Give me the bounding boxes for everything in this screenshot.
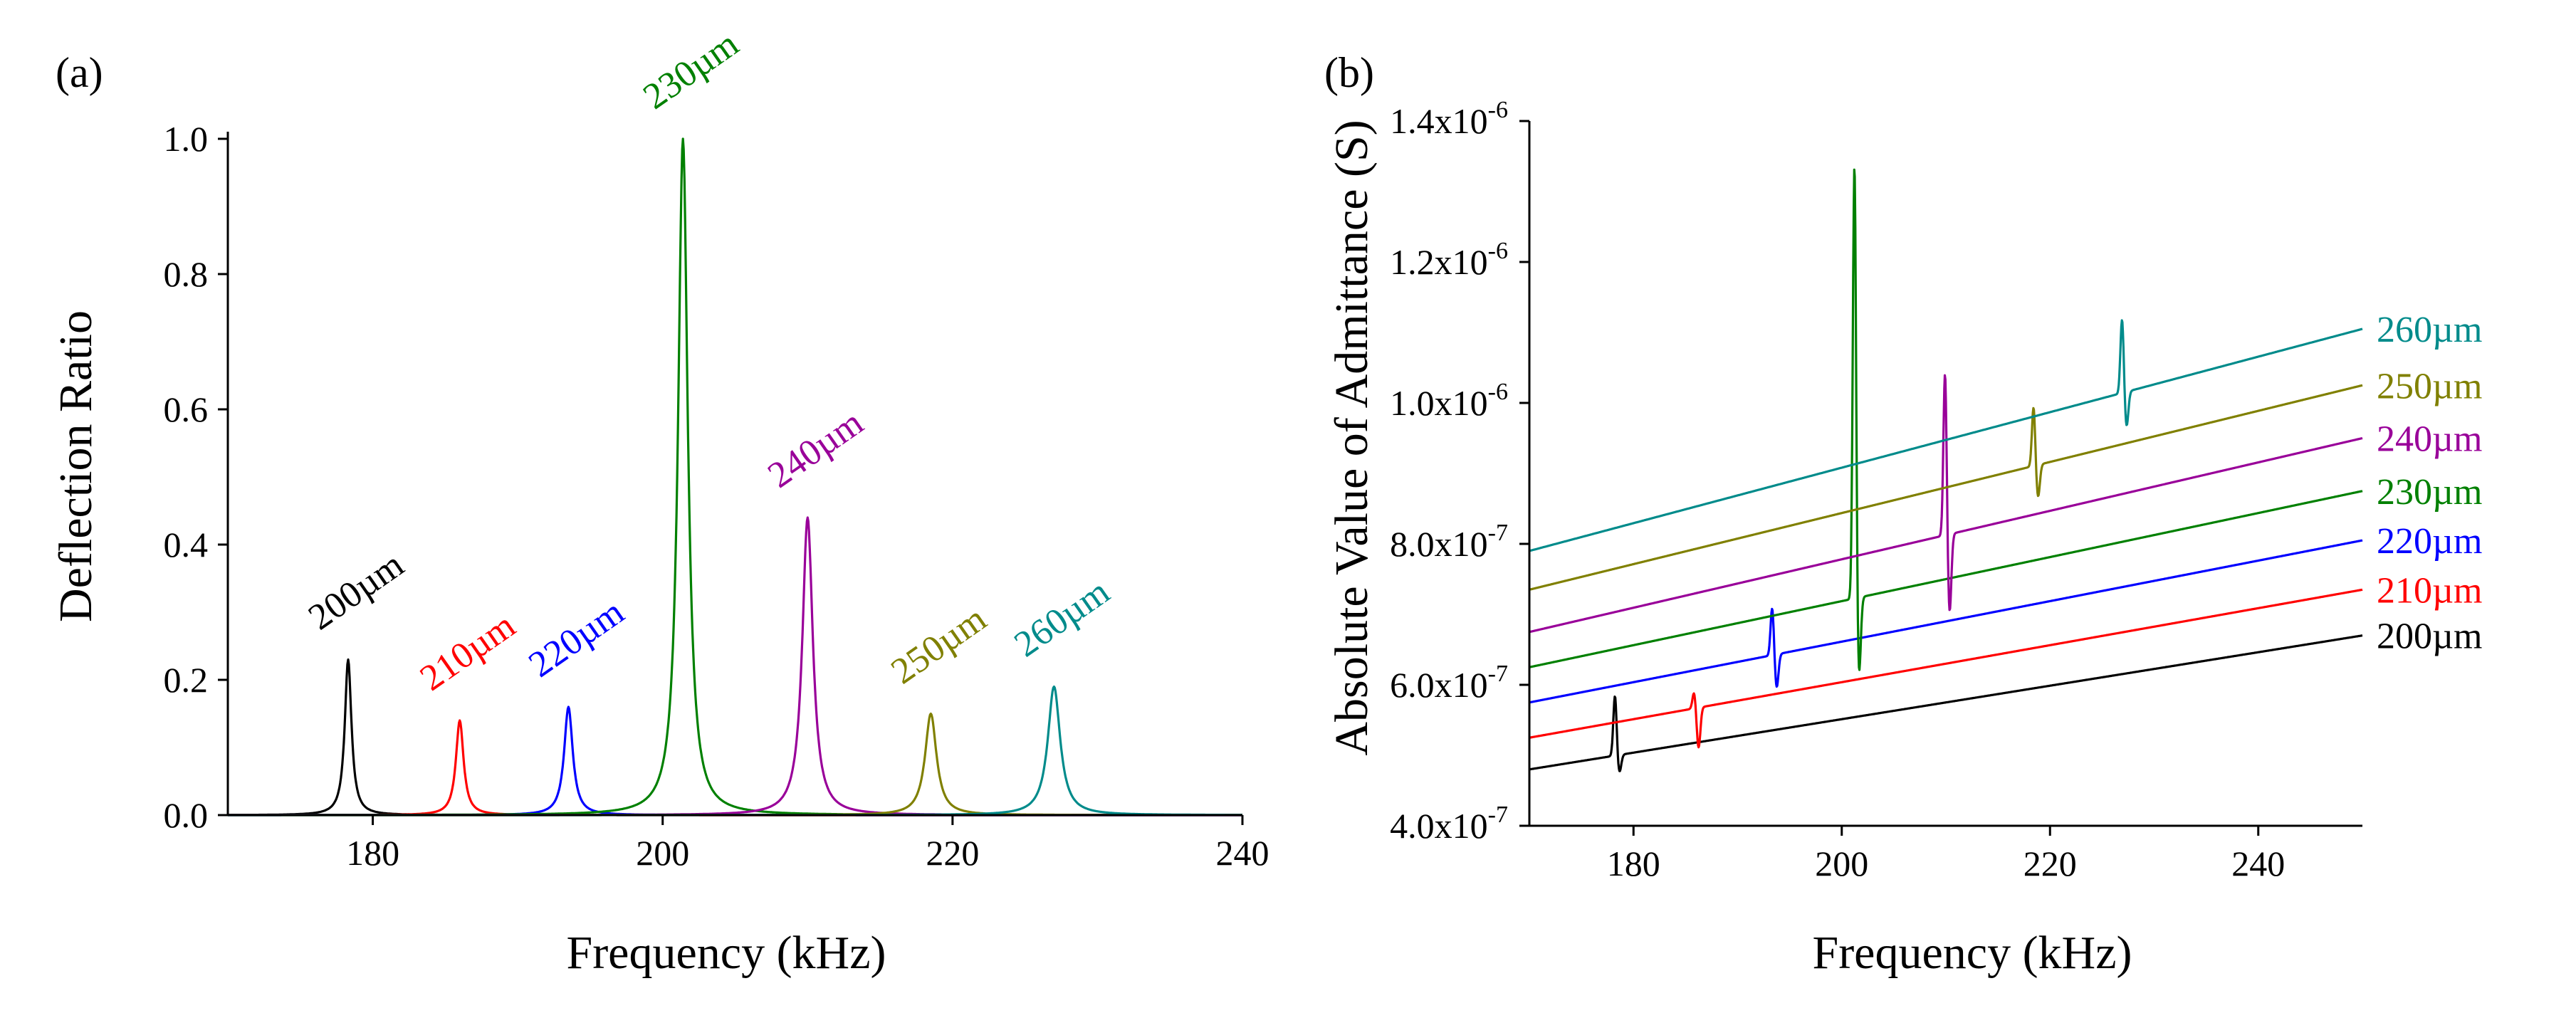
panel-b-y-tick-label: 4.0x10-7 xyxy=(1390,802,1508,846)
series-label-240m: 240µm xyxy=(2377,419,2482,460)
panel-b-y-tick-label: 6.0x10-7 xyxy=(1390,661,1508,705)
panel-a-x-tick-label: 240 xyxy=(1216,833,1269,873)
series-line-250m xyxy=(227,712,1243,817)
series-line-240m xyxy=(1529,374,2363,634)
series-line-260m xyxy=(227,685,1243,817)
series-label-230m: 230µm xyxy=(2377,472,2482,513)
panel-b-x-axis-title: Frequency (kHz) xyxy=(1813,927,2132,979)
series-line-220m xyxy=(227,705,1243,817)
panel-b-x-tick-label: 180 xyxy=(1607,844,1660,883)
panel-b-y-tick-label: 1.4x10-6 xyxy=(1390,97,1508,141)
panel-a-x-tick-label: 180 xyxy=(346,833,399,873)
panel-b-x-tick-label: 200 xyxy=(1815,844,1868,883)
panel-b-label: (b) xyxy=(1324,49,1374,96)
panel-a-y-tick-label: 0.4 xyxy=(164,525,209,565)
series-label-260m: 260µm xyxy=(1007,572,1117,666)
series-label-260m: 260µm xyxy=(2377,310,2482,350)
series-line-200m xyxy=(1529,634,2363,772)
panel-a-y-tick-label: 0.6 xyxy=(164,389,209,429)
series-label-220m: 220µm xyxy=(2377,521,2482,562)
panel-b-y-tick-label: 1.2x10-6 xyxy=(1390,238,1508,282)
panel-a-y-tick-label: 0.2 xyxy=(164,660,209,700)
series-label-230m: 230µm xyxy=(636,23,745,117)
panel-a-y-axis-title: Deflection Ratio xyxy=(50,310,102,622)
panel-b-y-tick-label: 1.0x10-6 xyxy=(1390,379,1508,423)
series-line-210m xyxy=(1529,588,2363,749)
series-label-200m: 200µm xyxy=(2377,616,2482,657)
series-label-220m: 220µm xyxy=(522,592,632,686)
panel-b-admittance-chart: (b) Absolute Value of Admittance (S) Fre… xyxy=(1324,49,2482,979)
panel-a-x-tick-label: 220 xyxy=(926,833,979,873)
series-line-200m xyxy=(227,658,1243,817)
panel-b-y-tick-label: 8.0x10-7 xyxy=(1390,520,1508,564)
series-line-230m xyxy=(227,137,1243,817)
series-line-260m xyxy=(1529,319,2363,552)
series-label-200m: 200µm xyxy=(301,545,411,639)
series-label-210m: 210µm xyxy=(2377,570,2482,611)
series-line-220m xyxy=(1529,539,2363,704)
panel-a-x-axis-title: Frequency (kHz) xyxy=(567,927,886,979)
panel-a-label: (a) xyxy=(56,49,103,96)
series-line-250m xyxy=(1529,384,2363,591)
panel-a-y-tick-label: 0.8 xyxy=(164,254,209,294)
series-line-230m xyxy=(1529,168,2363,671)
panel-a-y-tick-label: 0.0 xyxy=(164,795,209,835)
panel-a-y-tick-label: 1.0 xyxy=(164,119,209,159)
panel-a-x-tick-label: 200 xyxy=(636,833,689,873)
series-line-210m xyxy=(227,719,1243,817)
panel-b-x-tick-label: 220 xyxy=(2023,844,2077,883)
panel-a-deflection-ratio-chart: (a) Deflection Ratio Frequency (kHz) 200… xyxy=(50,23,1269,979)
series-label-250m: 250µm xyxy=(884,599,994,693)
series-label-210m: 210µm xyxy=(413,605,523,699)
series-label-240m: 240µm xyxy=(760,402,870,496)
panel-b-x-tick-label: 240 xyxy=(2231,844,2285,883)
series-label-250m: 250µm xyxy=(2377,366,2482,406)
panel-b-y-axis-title: Absolute Value of Admittance (S) xyxy=(1326,120,1378,755)
